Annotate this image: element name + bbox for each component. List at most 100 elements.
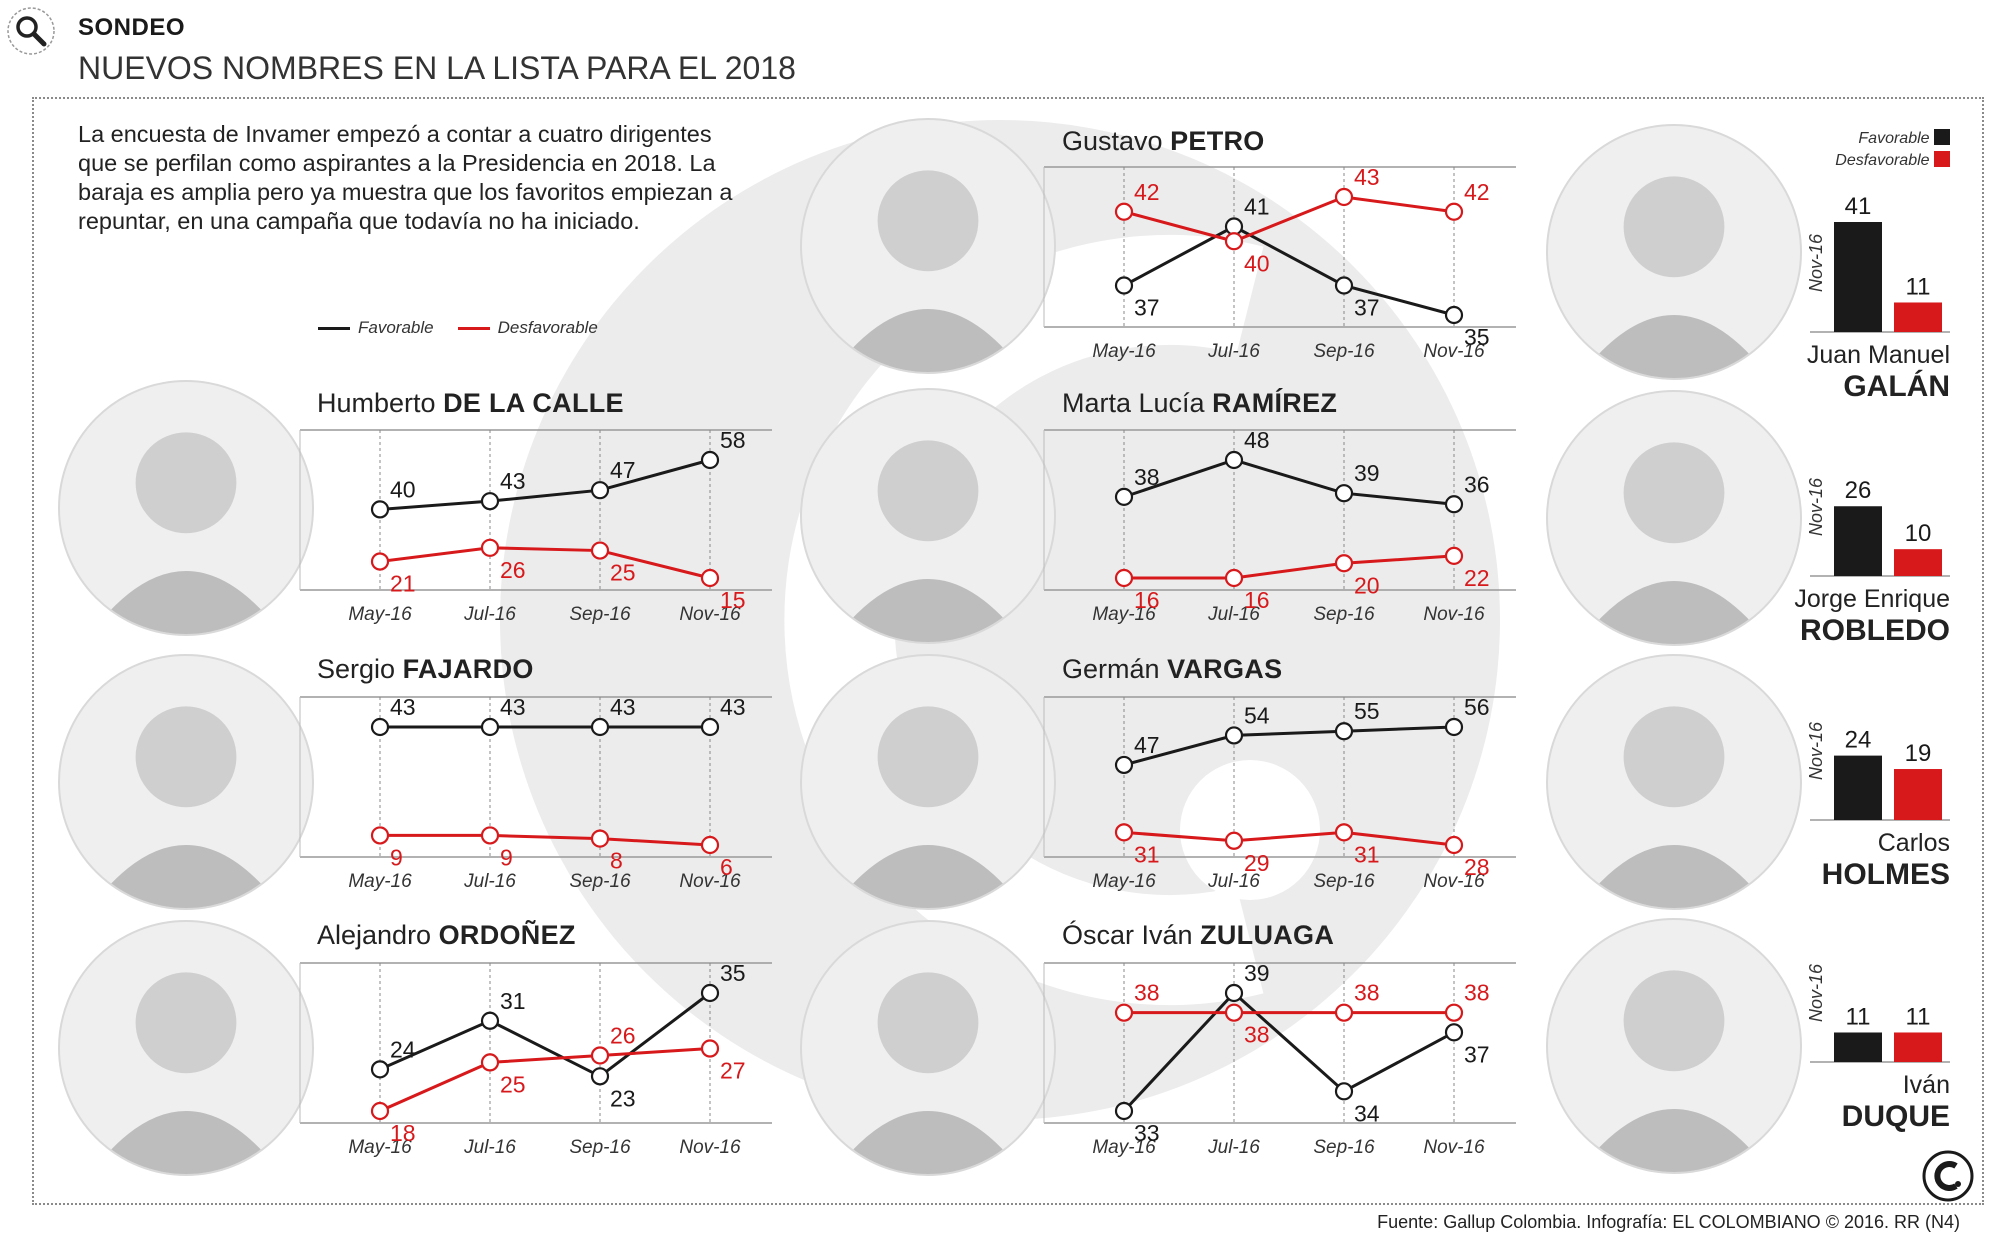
x-tick-label: May-16 bbox=[348, 604, 412, 625]
last-name: DE LA CALLE bbox=[443, 388, 624, 418]
avatar-holmes bbox=[1546, 654, 1802, 910]
candidate-name-duque: Iván DUQUE bbox=[1690, 1070, 1950, 1134]
data-label: 42 bbox=[1464, 179, 1490, 205]
bar-value-label: 11 bbox=[1906, 273, 1931, 300]
candidate-name-ramirez: Marta Lucía RAMÍREZ bbox=[1062, 388, 1337, 419]
data-label: 38 bbox=[1134, 980, 1160, 1006]
data-point bbox=[700, 1039, 720, 1058]
candidate-name-zuluaga: Óscar Iván ZULUAGA bbox=[1062, 920, 1334, 951]
data-point bbox=[480, 538, 500, 557]
data-label: 43 bbox=[500, 694, 526, 720]
bar-value-label: 26 bbox=[1845, 477, 1872, 504]
data-label: 8 bbox=[610, 848, 623, 874]
data-point bbox=[1334, 1082, 1354, 1101]
bar-legend-favorable: Favorable bbox=[1760, 128, 1950, 150]
x-tick-label: Nov-16 bbox=[679, 871, 741, 892]
x-tick-label: Jul-16 bbox=[463, 871, 516, 892]
data-point bbox=[370, 717, 390, 737]
x-tick-label: Jul-16 bbox=[1207, 871, 1260, 892]
data-label: 37 bbox=[1134, 295, 1160, 321]
candidate-name-robledo: Jorge Enrique ROBLEDO bbox=[1690, 584, 1950, 648]
data-label: 15 bbox=[720, 587, 746, 613]
avatar-galan bbox=[1546, 124, 1802, 380]
series-line-desfavorable bbox=[379, 546, 711, 580]
last-name: VARGAS bbox=[1167, 654, 1283, 684]
avatar-zuluaga bbox=[800, 920, 1056, 1176]
bar-desfavorable bbox=[1894, 1032, 1942, 1062]
first-name: Marta Lucía bbox=[1062, 388, 1205, 418]
last-name: RAMÍREZ bbox=[1212, 388, 1338, 418]
series-line-favorable bbox=[1123, 224, 1455, 317]
line-legend: Favorable Desfavorable bbox=[318, 316, 622, 340]
data-point bbox=[1224, 983, 1244, 1003]
data-point bbox=[1114, 487, 1134, 506]
data-point bbox=[590, 1046, 610, 1065]
last-name: PETRO bbox=[1170, 126, 1265, 156]
last-name: HOLMES bbox=[1821, 858, 1950, 891]
data-point bbox=[700, 717, 720, 737]
series-line-desfavorable bbox=[1124, 554, 1455, 580]
line-chart-de-la-calle: May-16 Jul-16 Sep-16 Nov-16 40 43 47 58 21 26 25 15 bbox=[299, 427, 772, 625]
data-label: 55 bbox=[1354, 698, 1380, 724]
data-point bbox=[1224, 831, 1244, 850]
data-label: 24 bbox=[390, 1036, 416, 1062]
x-tick-label: Sep-16 bbox=[569, 871, 631, 892]
candidate-name-fajardo: Sergio FAJARDO bbox=[317, 654, 534, 685]
data-point bbox=[1334, 276, 1354, 295]
data-label: 39 bbox=[1244, 960, 1270, 986]
data-point bbox=[1114, 1003, 1134, 1022]
data-point bbox=[590, 541, 610, 560]
series-line-desfavorable bbox=[380, 833, 711, 847]
series-line-favorable bbox=[379, 458, 711, 511]
first-name: Juan Manuel bbox=[1806, 341, 1950, 369]
data-label: 35 bbox=[1464, 324, 1490, 350]
data-label: 26 bbox=[610, 1022, 636, 1048]
avatar-ordonez bbox=[58, 920, 314, 1176]
x-tick-label: May-16 bbox=[348, 1137, 412, 1158]
series-line-desfavorable bbox=[1123, 830, 1455, 847]
data-label: 27 bbox=[720, 1058, 746, 1084]
data-label: 43 bbox=[390, 694, 416, 720]
last-name: GALÁN bbox=[1843, 370, 1950, 403]
first-name: Gustavo bbox=[1062, 126, 1163, 156]
data-point bbox=[370, 826, 390, 845]
x-tick-label: Nov-16 bbox=[1423, 604, 1485, 625]
data-label: 26 bbox=[500, 557, 526, 583]
candidate-name-petro: Gustavo PETRO bbox=[1062, 126, 1265, 157]
x-tick-label: Sep-16 bbox=[1313, 871, 1375, 892]
data-point bbox=[480, 1053, 500, 1072]
first-name: Jorge Enrique bbox=[1794, 585, 1950, 613]
data-point bbox=[590, 717, 610, 737]
last-name: ZULUAGA bbox=[1200, 920, 1335, 950]
bar-legend-desfavorable: Desfavorable bbox=[1760, 150, 1950, 172]
x-tick-label: May-16 bbox=[348, 871, 412, 892]
data-label: 21 bbox=[390, 571, 416, 597]
section-tag: SONDEO bbox=[78, 14, 186, 41]
data-point bbox=[1444, 202, 1464, 221]
bar-desfavorable bbox=[1894, 549, 1942, 576]
data-point bbox=[700, 450, 720, 470]
bar-chart-robledo: Nov-16 26 10 bbox=[1806, 477, 1950, 577]
data-label: 33 bbox=[1134, 1120, 1160, 1146]
data-label: 40 bbox=[1244, 250, 1270, 276]
candidate-name-galan: Juan Manuel GALÁN bbox=[1690, 340, 1950, 404]
last-name: FAJARDO bbox=[402, 654, 534, 684]
first-name: Germán bbox=[1062, 654, 1160, 684]
line-chart-petro: May-16 Jul-16 Sep-16 Nov-16 37 41 37 35 42 40 43 42 bbox=[1043, 164, 1516, 362]
x-tick-label: Nov-16 bbox=[1423, 341, 1485, 362]
line-chart-ordonez: May-16 Jul-16 Sep-16 Nov-16 24 31 23 35 18 25 26 27 bbox=[299, 960, 772, 1158]
x-tick-label: May-16 bbox=[1092, 1137, 1156, 1158]
data-label: 34 bbox=[1354, 1100, 1380, 1126]
data-label: 29 bbox=[1244, 850, 1270, 876]
data-point bbox=[370, 500, 390, 519]
candidate-name-vargas: Germán VARGAS bbox=[1062, 654, 1282, 685]
data-label: 38 bbox=[1464, 980, 1490, 1006]
data-label: 31 bbox=[1134, 841, 1160, 867]
series-line-favorable bbox=[1122, 990, 1455, 1113]
data-label: 6 bbox=[720, 854, 733, 880]
series-line-favorable bbox=[1123, 458, 1455, 506]
bar-favorable bbox=[1834, 222, 1882, 332]
data-label: 25 bbox=[610, 560, 636, 586]
data-point bbox=[1224, 232, 1244, 251]
data-point bbox=[1224, 217, 1244, 236]
